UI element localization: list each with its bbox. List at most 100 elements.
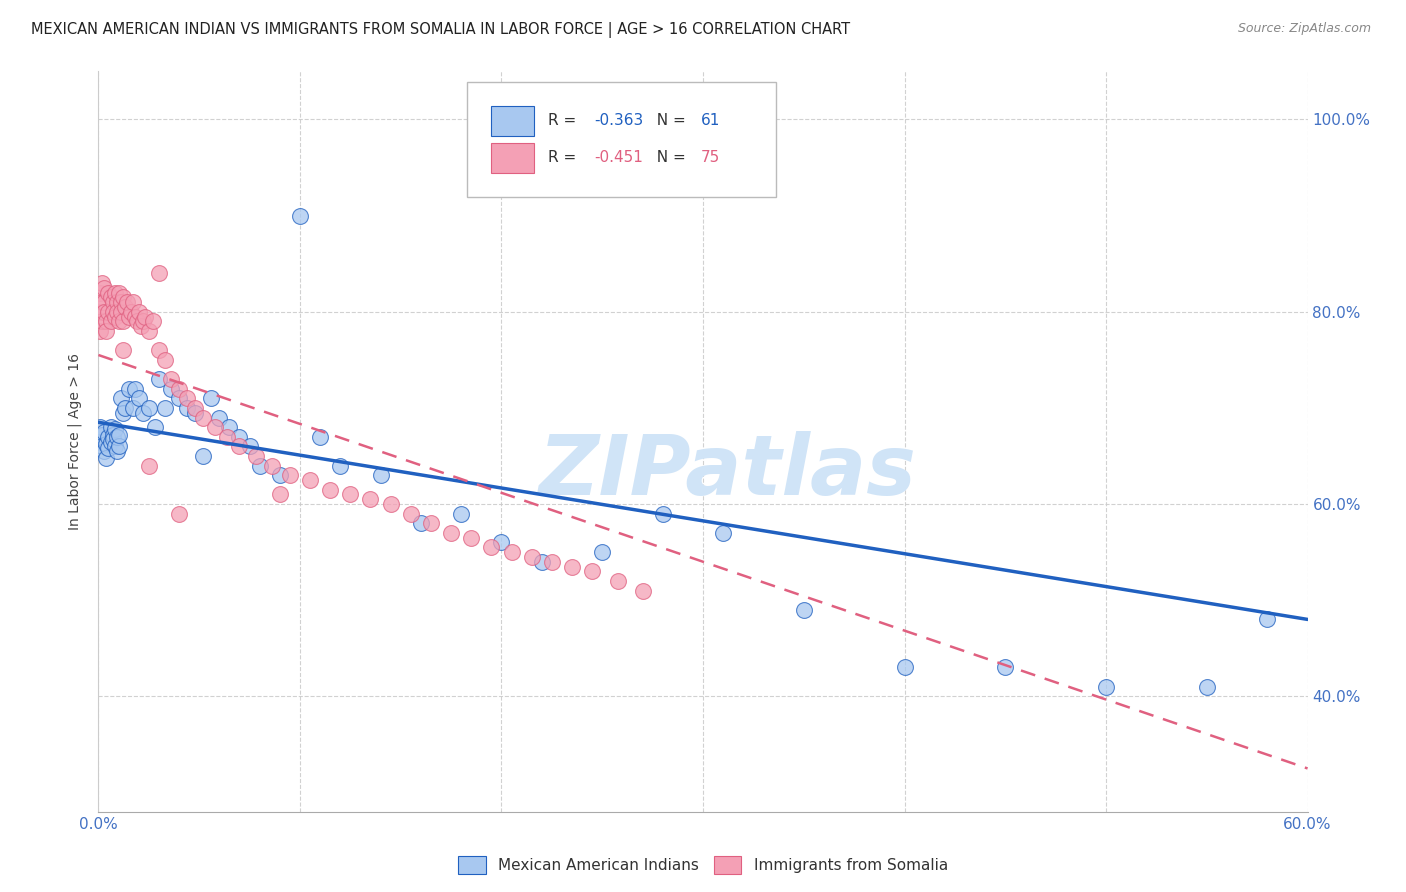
- Point: [124, 382, 146, 396]
- Point: [105, 304, 128, 318]
- Point: [520, 549, 543, 564]
- Point: [91, 295, 114, 310]
- FancyBboxPatch shape: [492, 144, 534, 173]
- Point: [91, 314, 114, 328]
- Point: [103, 285, 125, 300]
- Point: [132, 314, 155, 328]
- Point: [138, 324, 160, 338]
- Point: [160, 372, 183, 386]
- Point: [370, 468, 392, 483]
- Text: -0.451: -0.451: [595, 151, 643, 166]
- Point: [491, 535, 513, 549]
- Point: [115, 295, 138, 310]
- Point: [651, 507, 673, 521]
- Point: [217, 430, 239, 444]
- Point: [167, 391, 190, 405]
- Point: [153, 401, 176, 415]
- Point: [200, 391, 222, 405]
- Text: ZIPatlas: ZIPatlas: [538, 431, 917, 512]
- Text: -0.363: -0.363: [595, 113, 644, 128]
- Point: [107, 439, 129, 453]
- Point: [91, 427, 114, 442]
- Point: [138, 458, 160, 473]
- Point: [440, 525, 463, 540]
- Point: [97, 430, 120, 444]
- Point: [249, 458, 271, 473]
- Point: [96, 437, 118, 451]
- Point: [591, 545, 613, 559]
- Point: [111, 314, 134, 328]
- Point: [121, 295, 143, 310]
- Point: [132, 406, 155, 420]
- Point: [501, 545, 523, 559]
- Point: [239, 439, 262, 453]
- Text: 75: 75: [700, 151, 720, 166]
- Point: [93, 295, 115, 310]
- Point: [184, 401, 207, 415]
- Point: [420, 516, 443, 531]
- Point: [329, 458, 352, 473]
- Point: [540, 555, 562, 569]
- Point: [129, 319, 152, 334]
- Point: [89, 420, 111, 434]
- Point: [142, 314, 165, 328]
- Point: [299, 473, 322, 487]
- Point: [91, 276, 114, 290]
- Point: [111, 343, 134, 358]
- Text: R =: R =: [548, 151, 581, 166]
- Point: [148, 343, 170, 358]
- Point: [124, 310, 146, 324]
- Point: [1256, 612, 1278, 626]
- Point: [96, 450, 118, 465]
- Point: [89, 304, 111, 318]
- Point: [176, 391, 198, 405]
- Point: [167, 507, 190, 521]
- Point: [100, 420, 122, 434]
- Point: [409, 516, 432, 531]
- Point: [103, 422, 125, 436]
- Point: [96, 324, 118, 338]
- Point: [107, 285, 129, 300]
- Point: [184, 406, 207, 420]
- Text: 61: 61: [700, 113, 720, 128]
- Point: [110, 304, 132, 318]
- Point: [148, 372, 170, 386]
- Point: [193, 410, 215, 425]
- Point: [138, 401, 160, 415]
- Point: [631, 583, 654, 598]
- Y-axis label: In Labor Force | Age > 16: In Labor Force | Age > 16: [67, 353, 83, 530]
- Text: Source: ZipAtlas.com: Source: ZipAtlas.com: [1237, 22, 1371, 36]
- Point: [89, 285, 111, 300]
- Point: [269, 487, 291, 501]
- Point: [481, 541, 503, 555]
- Text: N =: N =: [647, 113, 690, 128]
- Point: [103, 310, 125, 324]
- Point: [125, 314, 148, 328]
- Point: [101, 304, 124, 318]
- FancyBboxPatch shape: [467, 82, 776, 197]
- Point: [793, 603, 815, 617]
- Point: [93, 281, 115, 295]
- Point: [91, 439, 114, 453]
- Point: [97, 442, 120, 456]
- Point: [105, 430, 128, 444]
- Point: [111, 290, 134, 304]
- Point: [114, 401, 136, 415]
- Point: [994, 660, 1017, 674]
- Point: [107, 427, 129, 442]
- Point: [581, 565, 603, 579]
- Point: [118, 310, 141, 324]
- Point: [260, 458, 283, 473]
- Point: [176, 401, 198, 415]
- Point: [128, 304, 150, 318]
- Point: [450, 507, 472, 521]
- Point: [1095, 680, 1118, 694]
- Point: [100, 290, 122, 304]
- Point: [103, 439, 125, 453]
- Point: [218, 420, 240, 434]
- Text: N =: N =: [647, 151, 690, 166]
- Point: [101, 427, 124, 442]
- Point: [105, 295, 128, 310]
- Point: [360, 492, 382, 507]
- Point: [101, 295, 124, 310]
